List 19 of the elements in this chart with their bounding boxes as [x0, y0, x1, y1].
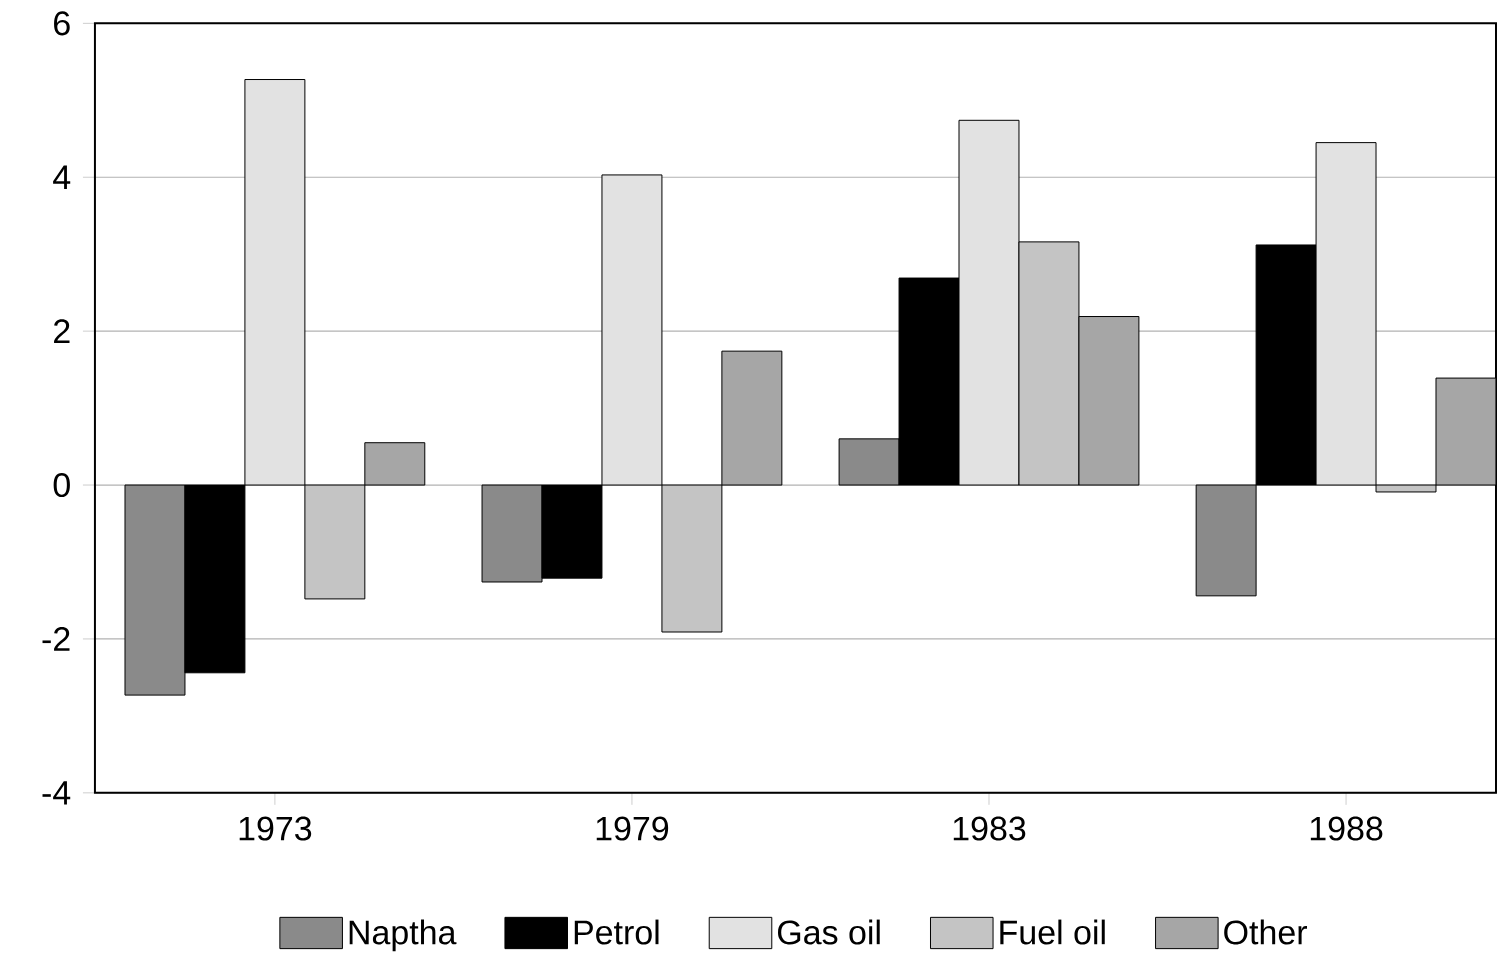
- bar: [721, 350, 783, 486]
- x-tick-label: 1979: [596, 816, 669, 841]
- bar: [1078, 316, 1140, 486]
- legend-label: Gas oil: [778, 919, 880, 945]
- y-tick-label: -4: [42, 781, 71, 805]
- y-tick-label: 4: [53, 165, 71, 190]
- y-tick-label: -2: [42, 627, 70, 651]
- y-tick-label: 6: [54, 11, 70, 36]
- x-tick-label: 1988: [1310, 816, 1383, 841]
- bar: [364, 442, 426, 486]
- legend-label: Other: [1224, 919, 1308, 945]
- y-tick-label: 0: [53, 473, 70, 498]
- legend-label: Naptha: [349, 919, 457, 952]
- bar: [1435, 377, 1497, 486]
- y-tick-label: 2: [54, 319, 70, 344]
- x-tick-label: 1973: [239, 816, 312, 841]
- x-tick-label: 1983: [953, 816, 1026, 841]
- legend-label: Petrol: [574, 919, 659, 945]
- legend-label: Fuel oil: [1000, 919, 1105, 945]
